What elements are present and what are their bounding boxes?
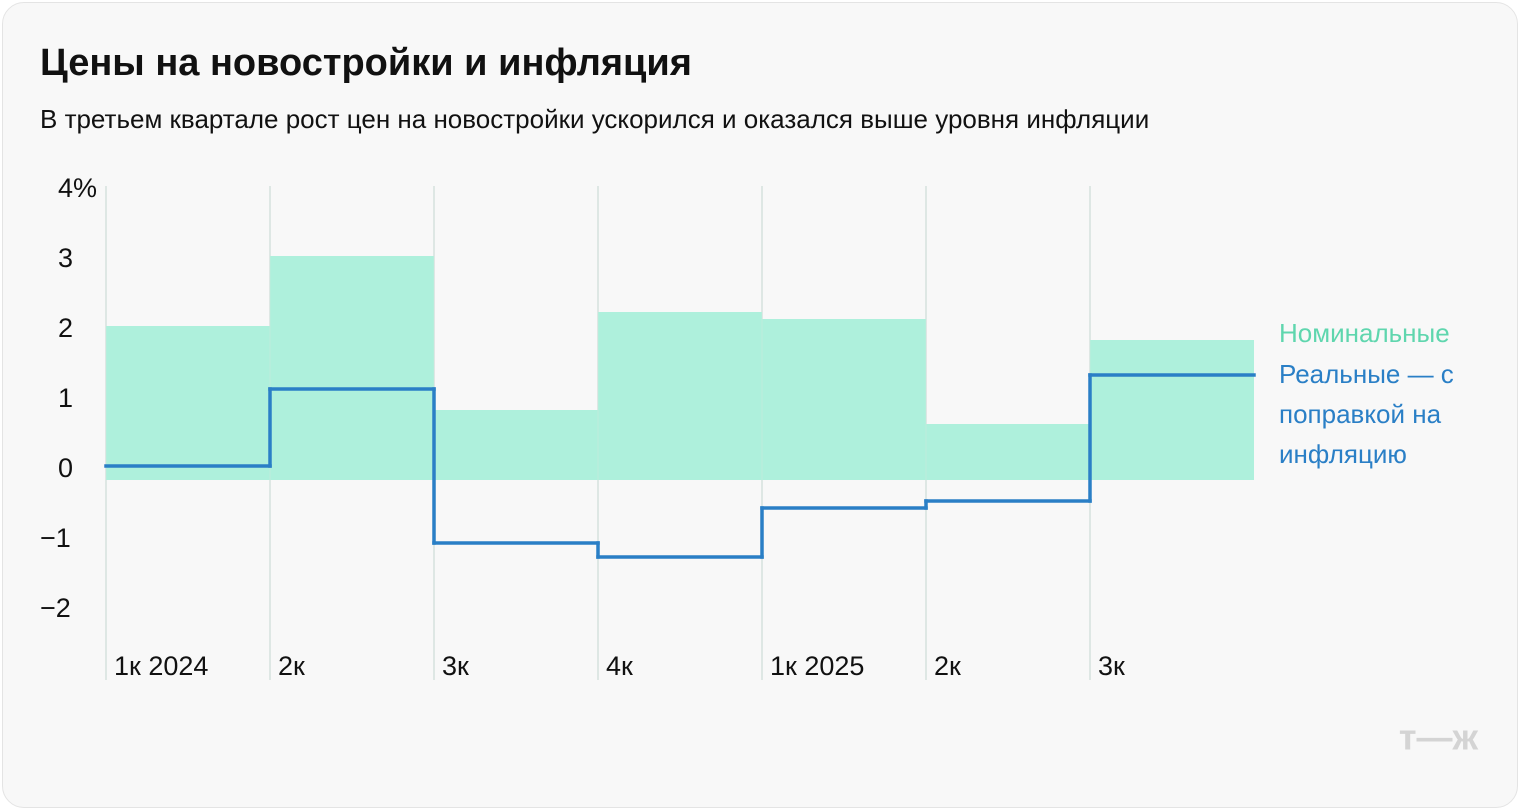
bar	[926, 424, 1090, 480]
bar	[270, 256, 434, 480]
y-tick-label: −1	[40, 523, 71, 553]
x-tick-label: 2к	[278, 651, 305, 681]
bar	[762, 319, 926, 480]
legend-real: Реальные — с поправкой на инфляцию	[1279, 359, 1454, 469]
bar	[1090, 340, 1254, 480]
x-tick-label: 1к 2024	[114, 651, 208, 681]
bar	[598, 312, 762, 480]
chart-title: Цены на новостройки и инфляция	[40, 42, 692, 84]
y-tick-label: −2	[40, 593, 71, 623]
bar	[434, 410, 598, 480]
bar	[106, 326, 270, 480]
y-tick-label: 3	[58, 243, 73, 273]
logo: т—ж	[1399, 717, 1479, 758]
x-tick-label: 3к	[442, 651, 469, 681]
y-tick-label: 2	[58, 313, 73, 343]
chart-subtitle: В третьем квартале рост цен на новострой…	[40, 104, 1149, 134]
legend-nominal: Номинальные	[1279, 318, 1450, 348]
x-tick-label: 2к	[934, 651, 961, 681]
x-tick-label: 3к	[1098, 651, 1125, 681]
x-tick-label: 4к	[606, 651, 633, 681]
y-tick-label: 1	[58, 383, 73, 413]
y-tick-label: 0	[58, 453, 73, 483]
y-tick-label: 4%	[58, 173, 97, 203]
x-tick-label: 1к 2025	[770, 651, 864, 681]
